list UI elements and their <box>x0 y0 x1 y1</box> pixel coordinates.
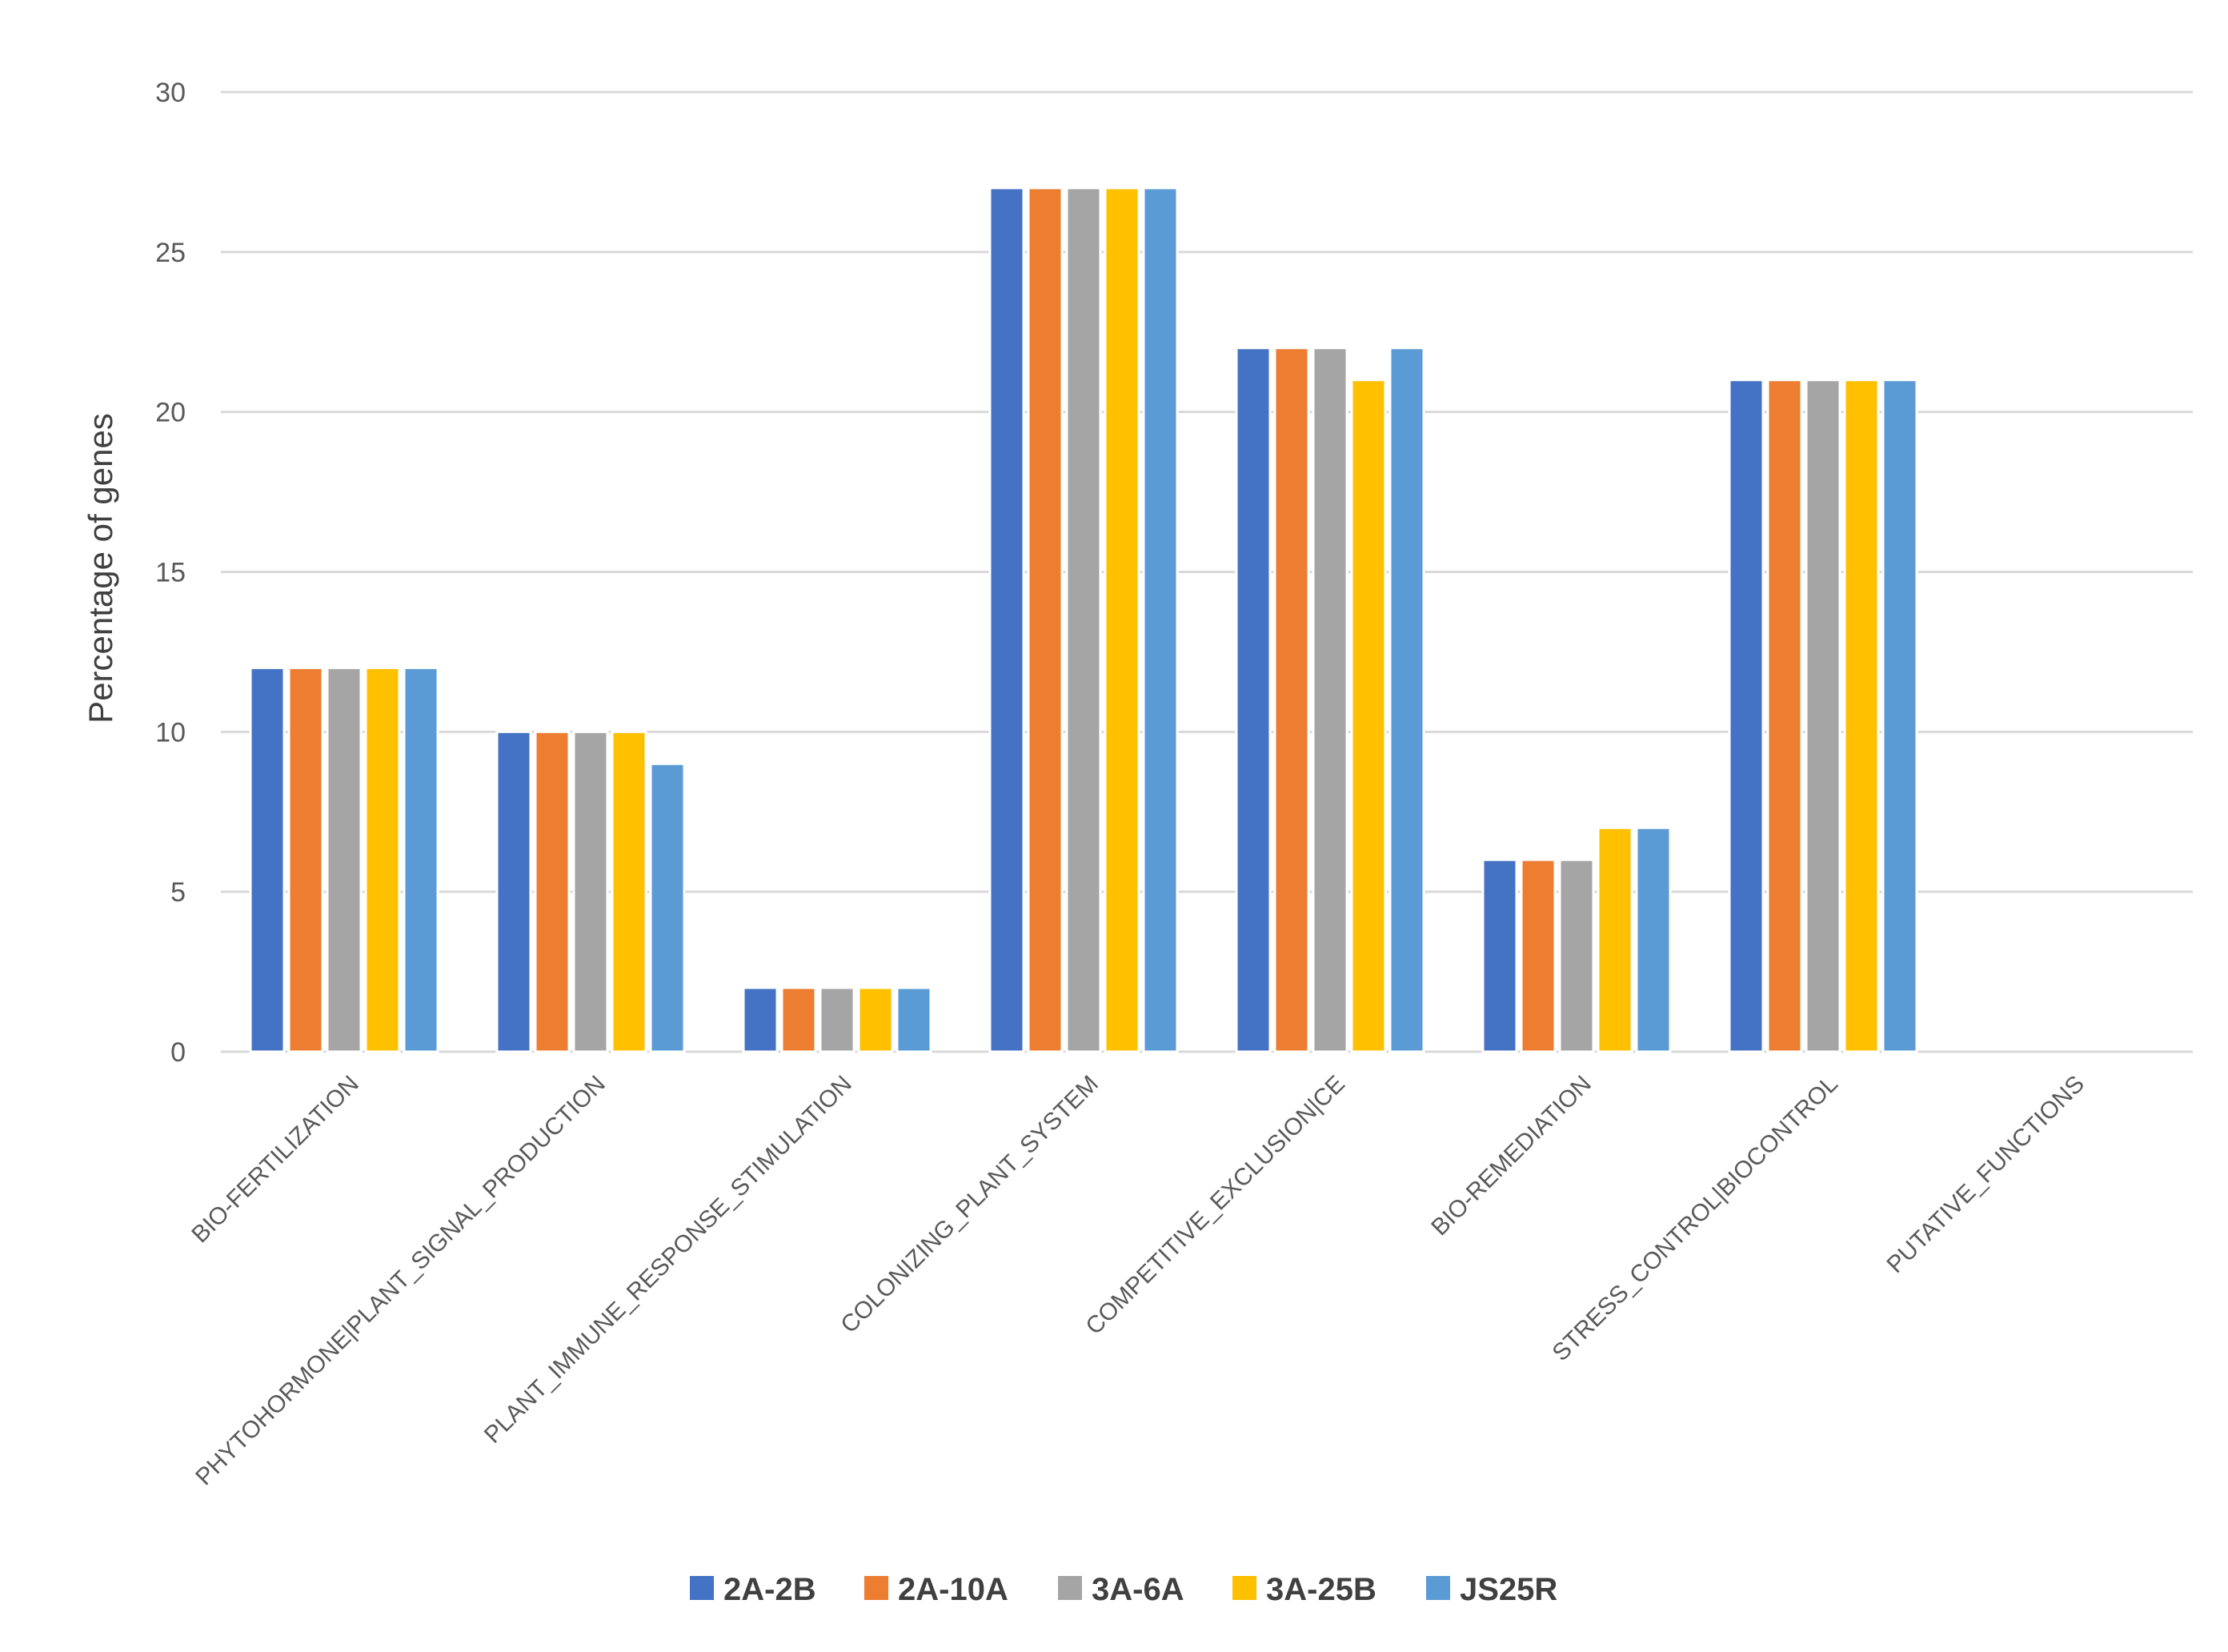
bar <box>1805 379 1841 1053</box>
x-tick-label: COLONIZING_PLANT_SYSTEM <box>836 1071 1104 1339</box>
bar <box>1635 826 1672 1053</box>
legend-label: 2A-10A <box>898 1572 1008 1607</box>
bar <box>1065 186 1102 1053</box>
bar <box>1350 379 1387 1053</box>
legend-label: 3A-6A <box>1092 1572 1184 1607</box>
x-tick-label: COMPETITIVE_EXCLUSION|CE <box>1080 1071 1350 1341</box>
bar <box>780 986 817 1053</box>
legend-item: 2A-2B <box>690 1572 816 1607</box>
y-tick-label: 20 <box>155 398 186 428</box>
legend-swatch <box>864 1576 888 1600</box>
bar <box>495 730 532 1053</box>
bar <box>1558 858 1595 1053</box>
legend-item: JS25R <box>1426 1572 1557 1607</box>
legend-swatch <box>1232 1576 1256 1600</box>
y-axis-label: Percentage of genes <box>82 413 119 724</box>
x-tick-label: BIO-FERTILIZATION <box>186 1071 364 1249</box>
bar <box>1843 379 1880 1053</box>
bars <box>249 186 1918 1053</box>
legend-item: 2A-10A <box>864 1572 1008 1607</box>
bar <box>1235 347 1272 1053</box>
y-tick-label: 0 <box>170 1037 186 1068</box>
legend-label: JS25R <box>1460 1572 1557 1607</box>
legend-item: 3A-6A <box>1058 1572 1184 1607</box>
legend-swatch <box>1426 1576 1450 1600</box>
y-tick-label: 5 <box>170 877 186 908</box>
y-axis-ticks: 0 5 10 15 20 25 30 <box>155 78 186 1068</box>
x-tick-label: STRESS_CONTROL|BIOCONTROL <box>1547 1071 1842 1366</box>
bar <box>1520 858 1557 1053</box>
bar <box>1728 379 1765 1053</box>
legend-label: 2A-2B <box>723 1572 816 1607</box>
legend: 2A-2B 2A-10A 3A-6A 3A-25B JS25R <box>690 1572 1557 1607</box>
y-tick-label: 25 <box>155 238 186 268</box>
bar <box>287 666 324 1053</box>
bar <box>534 730 571 1053</box>
y-tick-label: 30 <box>155 78 186 108</box>
bar <box>572 730 609 1053</box>
legend-label: 3A-25B <box>1266 1572 1376 1607</box>
y-tick-label: 15 <box>155 558 186 588</box>
bar <box>1481 858 1518 1053</box>
bar <box>1273 347 1310 1053</box>
bar <box>1142 186 1179 1053</box>
bar <box>857 986 894 1053</box>
legend-item: 3A-25B <box>1232 1572 1376 1607</box>
bar <box>896 986 932 1053</box>
bar <box>249 666 286 1053</box>
bar <box>1881 379 1918 1053</box>
bar <box>1766 379 1803 1053</box>
legend-swatch <box>1058 1576 1082 1600</box>
legend-swatch <box>690 1576 714 1600</box>
bar <box>326 666 363 1053</box>
x-tick-label: PHYTOHORMONE|PLANT_SIGNAL_PRODUCTION <box>190 1071 611 1491</box>
bar <box>1312 347 1348 1053</box>
y-tick-label: 10 <box>155 717 186 748</box>
x-tick-label: BIO-REMEDIATION <box>1426 1071 1597 1241</box>
bar <box>1104 186 1140 1053</box>
bar <box>819 986 856 1053</box>
x-tick-label: PUTATIVE_FUNCTIONS <box>1881 1071 2089 1278</box>
bar <box>364 666 401 1053</box>
bar <box>403 666 439 1053</box>
bar <box>1027 186 1064 1053</box>
bar <box>988 186 1025 1053</box>
bar <box>1597 826 1633 1053</box>
bar <box>1388 347 1425 1053</box>
bar <box>742 986 779 1053</box>
x-axis-ticks: BIO-FERTILIZATIONPHYTOHORMONE|PLANT_SIGN… <box>186 1071 2090 1491</box>
bar <box>611 730 647 1053</box>
bar <box>649 762 686 1053</box>
